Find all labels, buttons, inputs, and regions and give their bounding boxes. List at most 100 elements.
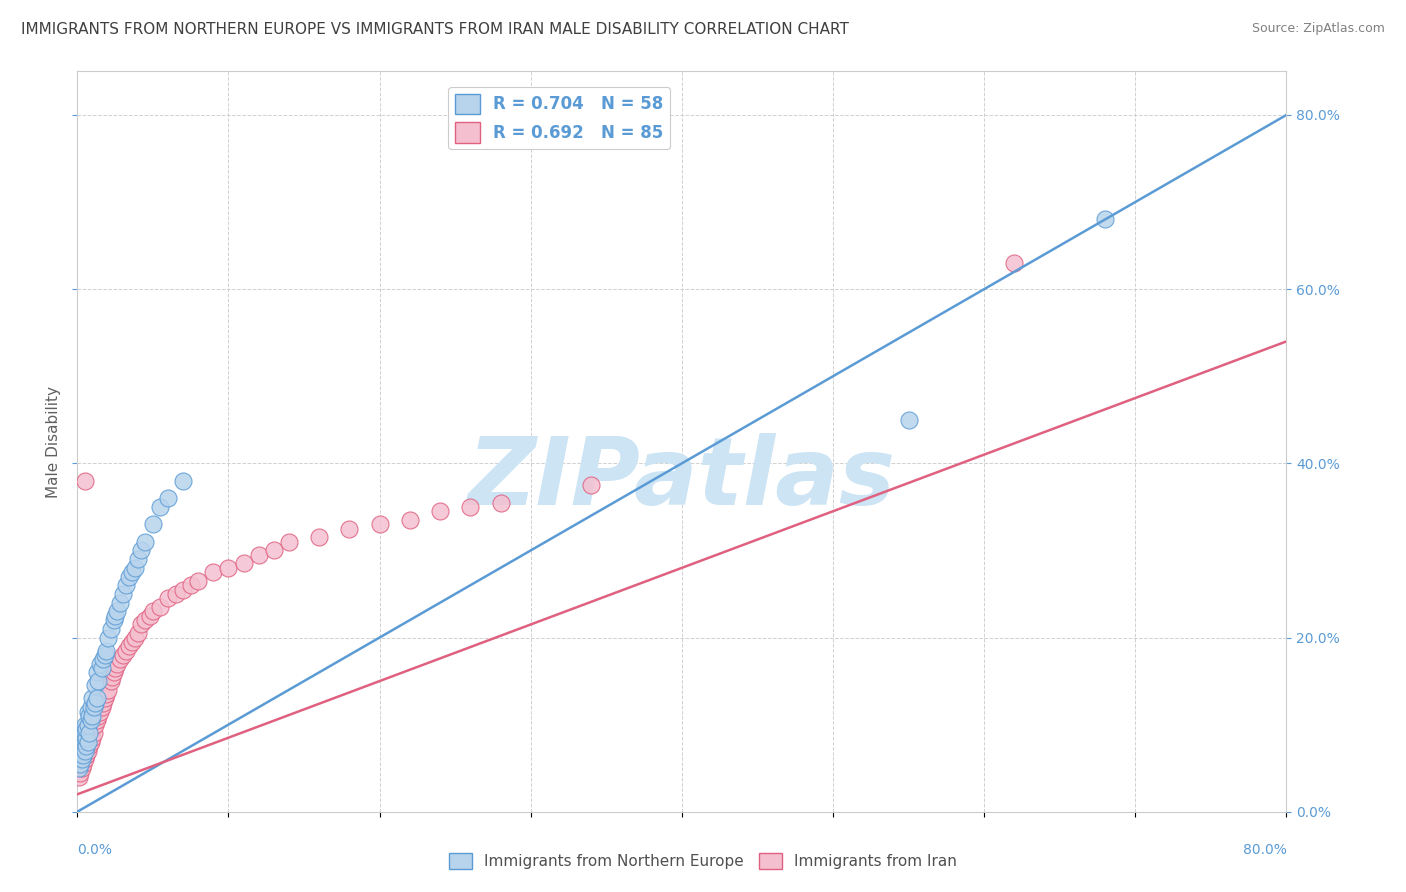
Point xyxy=(121,565,143,579)
Point xyxy=(149,600,172,615)
Point xyxy=(72,739,94,754)
Point xyxy=(84,678,107,692)
Point xyxy=(73,735,96,749)
Point xyxy=(368,517,391,532)
Point xyxy=(172,582,194,597)
Point xyxy=(142,517,165,532)
Point xyxy=(93,648,115,662)
Point xyxy=(86,665,108,680)
Point xyxy=(80,700,103,714)
Point xyxy=(79,722,101,736)
Point xyxy=(187,574,209,588)
Legend: Immigrants from Northern Europe, Immigrants from Iran: Immigrants from Northern Europe, Immigra… xyxy=(443,847,963,875)
Point xyxy=(72,748,94,763)
Text: Source: ZipAtlas.com: Source: ZipAtlas.com xyxy=(1251,22,1385,36)
Point xyxy=(80,726,103,740)
Point xyxy=(100,674,122,689)
Point xyxy=(69,756,91,771)
Point xyxy=(263,543,285,558)
Point xyxy=(87,674,110,689)
Point xyxy=(72,726,94,740)
Point xyxy=(77,717,100,731)
Point xyxy=(75,722,97,736)
Legend: R = 0.704   N = 58, R = 0.692   N = 85: R = 0.704 N = 58, R = 0.692 N = 85 xyxy=(449,87,671,150)
Point xyxy=(127,626,149,640)
Point xyxy=(142,604,165,618)
Point xyxy=(581,478,603,492)
Point xyxy=(67,752,90,766)
Point xyxy=(93,691,115,706)
Point xyxy=(84,717,107,731)
Point xyxy=(1004,256,1026,270)
Point xyxy=(111,587,134,601)
Point xyxy=(87,709,110,723)
Point xyxy=(100,622,122,636)
Point xyxy=(75,739,97,754)
Point xyxy=(157,591,180,606)
Point xyxy=(101,670,124,684)
Point xyxy=(134,613,156,627)
Point xyxy=(72,756,94,771)
Point xyxy=(75,731,97,745)
Point xyxy=(121,635,143,649)
Point xyxy=(83,717,105,731)
Point xyxy=(337,522,360,536)
Point xyxy=(75,748,97,763)
Point xyxy=(108,652,131,666)
Point xyxy=(118,569,141,583)
Point xyxy=(105,657,128,671)
Point xyxy=(70,744,93,758)
Point xyxy=(89,657,111,671)
Point xyxy=(69,739,91,754)
Point xyxy=(104,608,127,623)
Point xyxy=(172,474,194,488)
Point xyxy=(118,639,141,653)
Point xyxy=(489,495,512,509)
Point xyxy=(90,661,112,675)
Point xyxy=(69,748,91,763)
Point xyxy=(129,617,152,632)
Point xyxy=(75,739,97,754)
Text: IMMIGRANTS FROM NORTHERN EUROPE VS IMMIGRANTS FROM IRAN MALE DISABILITY CORRELAT: IMMIGRANTS FROM NORTHERN EUROPE VS IMMIG… xyxy=(21,22,849,37)
Point xyxy=(73,744,96,758)
Point xyxy=(70,735,93,749)
Point xyxy=(124,631,146,645)
Point xyxy=(86,713,108,727)
Point xyxy=(77,744,100,758)
Text: 0.0%: 0.0% xyxy=(77,843,112,857)
Point xyxy=(79,731,101,745)
Point xyxy=(72,748,94,763)
Point xyxy=(103,613,125,627)
Point xyxy=(72,731,94,745)
Y-axis label: Male Disability: Male Disability xyxy=(46,385,62,498)
Point xyxy=(897,413,920,427)
Point xyxy=(104,661,127,675)
Point xyxy=(70,752,93,766)
Point xyxy=(70,761,93,775)
Point xyxy=(91,696,114,710)
Point xyxy=(83,726,105,740)
Point xyxy=(69,735,91,749)
Point xyxy=(180,578,202,592)
Point xyxy=(73,717,96,731)
Point xyxy=(79,709,101,723)
Point xyxy=(77,726,100,740)
Point xyxy=(77,735,100,749)
Point xyxy=(67,761,90,775)
Point xyxy=(165,587,187,601)
Point xyxy=(232,557,254,571)
Point xyxy=(67,744,90,758)
Point xyxy=(111,648,134,662)
Point xyxy=(82,713,104,727)
Point xyxy=(90,700,112,714)
Point xyxy=(67,770,90,784)
Point xyxy=(77,735,100,749)
Point xyxy=(1094,212,1116,227)
Point xyxy=(80,735,103,749)
Point xyxy=(72,739,94,754)
Point xyxy=(129,543,152,558)
Point xyxy=(77,705,100,719)
Point xyxy=(127,552,149,566)
Point xyxy=(67,752,90,766)
Point xyxy=(73,726,96,740)
